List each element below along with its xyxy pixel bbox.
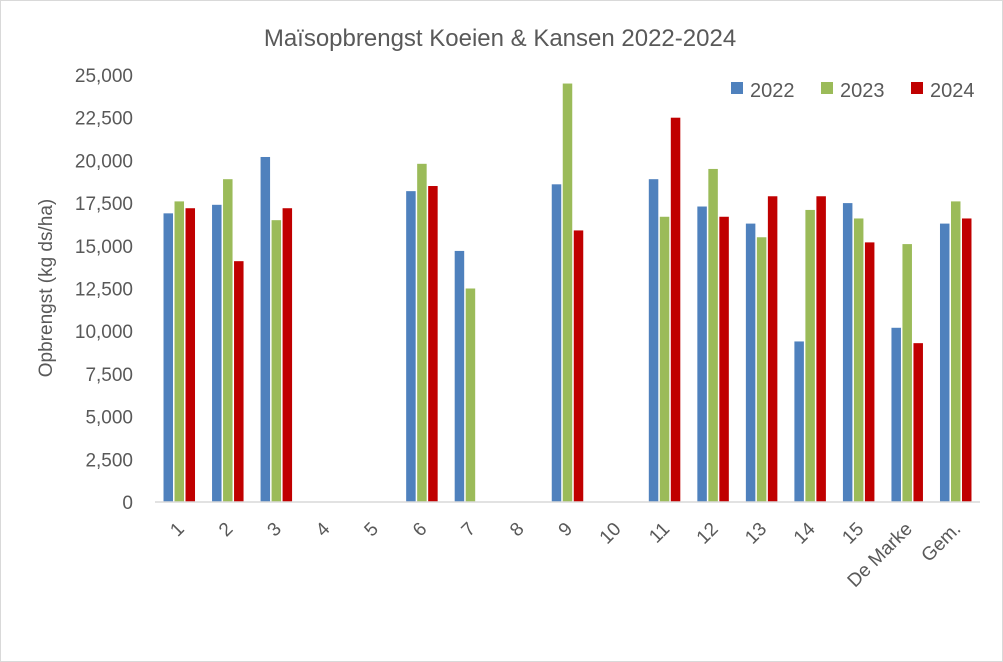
y-tick-label: 5,000 (85, 408, 133, 429)
y-axis-label: Opbrengst (kg ds/ha) (36, 199, 57, 377)
bar-2024-11 (670, 117, 681, 502)
y-tick-label: 10,000 (75, 322, 133, 343)
bar-2024-2 (234, 261, 244, 502)
x-tick-label: Gem. (918, 519, 966, 567)
bar-2022-3 (260, 156, 271, 502)
bar-2023-11 (659, 216, 670, 502)
bar-2022-14 (794, 341, 804, 502)
x-tick-label: 12 (693, 519, 723, 549)
legend: 2022 2023 2024 (731, 80, 975, 102)
x-tick-label: 8 (506, 519, 528, 541)
y-tick-label: 15,000 (75, 237, 133, 258)
bar-2023-2 (223, 179, 233, 503)
x-tick-label: 6 (409, 519, 431, 541)
y-tick-label: 2,500 (85, 450, 133, 471)
x-tick-label: 15 (838, 519, 868, 549)
bar-2022-de-marke (891, 327, 901, 502)
y-tick-label: 20,000 (75, 151, 133, 172)
legend-label-2022: 2022 (750, 80, 795, 102)
x-tick-label: 13 (741, 519, 771, 549)
x-tick-label: 7 (458, 519, 480, 541)
x-tick-label: 11 (645, 519, 674, 548)
bar-2022-9 (551, 184, 562, 502)
bar-2022-6 (406, 191, 416, 503)
y-tick-label: 12,500 (75, 280, 133, 301)
bar-2024-de-marke (913, 343, 923, 502)
bar-2024-15 (864, 242, 875, 502)
bar-2022-15 (842, 203, 853, 502)
x-tick-label: 10 (596, 519, 626, 549)
x-tick-label: 9 (555, 519, 577, 541)
bar-2022-11 (648, 179, 659, 503)
bar-2023-7 (465, 288, 476, 502)
bar-2024-9 (573, 230, 584, 503)
bar-2023-15 (853, 218, 864, 503)
bar-2023-13 (756, 237, 767, 502)
bar-2024-13 (767, 196, 778, 502)
bars (163, 83, 972, 503)
bar-2022-13 (745, 223, 756, 502)
bar-2024-6 (428, 186, 438, 502)
x-tick-label: 3 (264, 519, 286, 541)
x-tick-label: 4 (312, 518, 335, 541)
bar-2022-2 (212, 204, 222, 503)
bar-2024-14 (816, 196, 826, 502)
bar-2023-6 (417, 163, 427, 503)
bar-2023-14 (805, 209, 815, 502)
y-tick-label: 17,500 (75, 194, 133, 215)
bar-2022-1 (163, 213, 174, 502)
bar-2023-1 (174, 201, 185, 502)
x-tick-label: 5 (361, 519, 383, 541)
legend-swatch-2022 (731, 82, 743, 94)
y-tick-label: 7,500 (85, 365, 133, 386)
bar-2024-12 (719, 216, 729, 502)
chart-title: Maïsopbrengst Koeien & Kansen 2022-2024 (264, 25, 736, 52)
bar-2024-1 (185, 208, 196, 502)
bar-2023-3 (271, 220, 282, 502)
y-tick-label: 25,000 (75, 66, 133, 87)
y-tick-label: 0 (122, 493, 133, 514)
x-tick-label: 1 (166, 519, 188, 541)
bar-2024-gem- (961, 218, 972, 503)
bar-2022-12 (697, 206, 707, 503)
bar-2022-7 (454, 250, 465, 502)
bar-2023-de-marke (902, 244, 912, 503)
y-axis: 0 2,500 5,000 7,500 10,000 12,500 15,000 17,500… (75, 66, 133, 514)
bar-2023-9 (562, 83, 573, 502)
bar-2024-3 (282, 208, 293, 502)
legend-label-2023: 2023 (840, 80, 885, 102)
x-tick-label: 2 (215, 519, 237, 541)
y-tick-label: 22,500 (75, 109, 133, 130)
legend-swatch-2024 (911, 82, 923, 94)
bar-2022-gem- (939, 223, 950, 502)
bar-2023-gem- (950, 201, 961, 502)
bar-2023-12 (708, 168, 718, 502)
legend-label-2024: 2024 (930, 80, 975, 102)
x-tick-label: 14 (790, 518, 820, 548)
legend-swatch-2023 (821, 82, 833, 94)
